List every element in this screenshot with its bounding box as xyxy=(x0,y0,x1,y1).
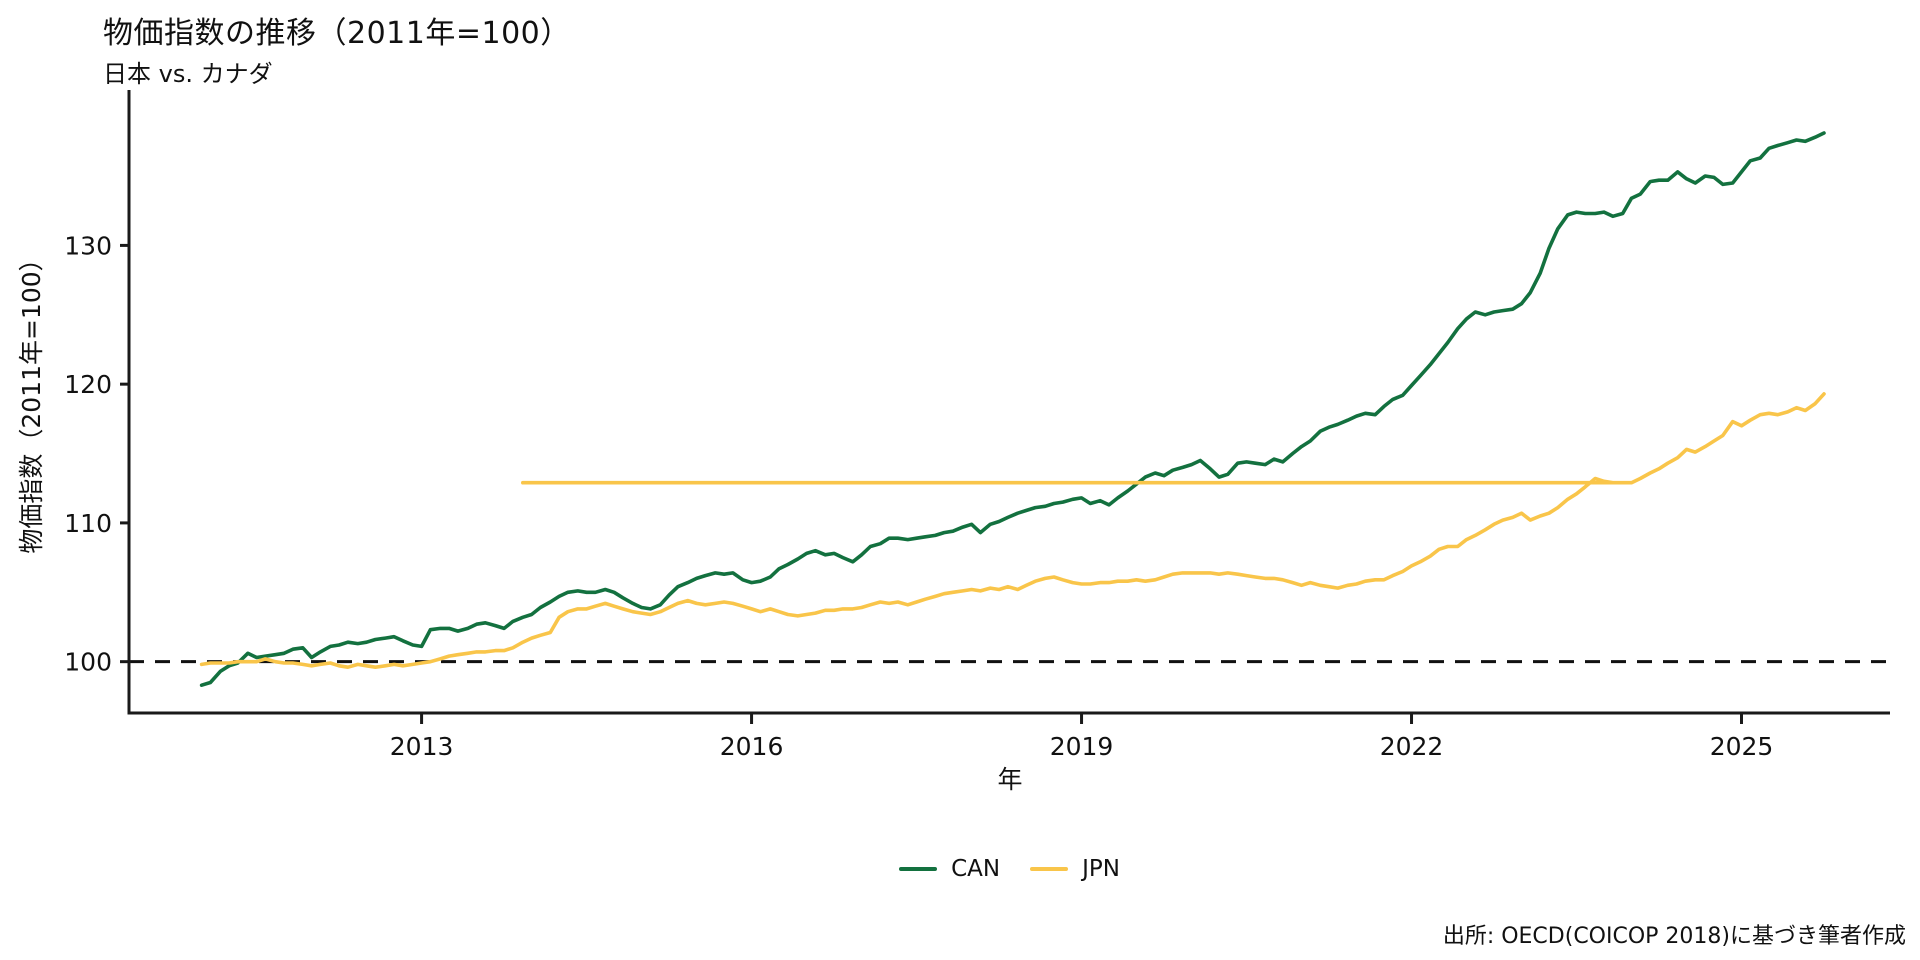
x-tick-label: 2013 xyxy=(390,732,454,761)
legend-item-can: CAN xyxy=(899,856,1000,882)
legend-label-jpn: JPN xyxy=(1082,856,1120,882)
chart-title: 物価指数の推移（2011年=100） xyxy=(103,16,571,51)
y-tick-label: 100 xyxy=(64,648,112,677)
source-note: 出所: OECD(COICOP 2018)に基づき筆者作成 xyxy=(1442,924,1906,949)
series-line-jpn xyxy=(199,392,1826,670)
series-line-can xyxy=(199,131,1826,688)
x-tick-label: 2016 xyxy=(720,732,784,761)
legend-label-can: CAN xyxy=(951,856,1001,882)
legend-item-jpn: JPN xyxy=(1030,856,1120,882)
jpn-line-swatch xyxy=(1030,867,1069,871)
x-tick-label: 2025 xyxy=(1710,732,1774,761)
chart-subtitle: 日本 vs. カナダ xyxy=(103,60,273,88)
x-tick-label: 2022 xyxy=(1380,732,1444,761)
x-axis-title: 年 xyxy=(997,765,1023,794)
can-line-swatch xyxy=(899,867,938,871)
y-tick-label: 130 xyxy=(64,231,112,260)
y-tick-label: 120 xyxy=(64,370,112,399)
x-tick-label: 2019 xyxy=(1050,732,1114,761)
y-tick-label: 110 xyxy=(64,509,112,538)
chart-legend: CAN JPN xyxy=(129,856,1890,882)
